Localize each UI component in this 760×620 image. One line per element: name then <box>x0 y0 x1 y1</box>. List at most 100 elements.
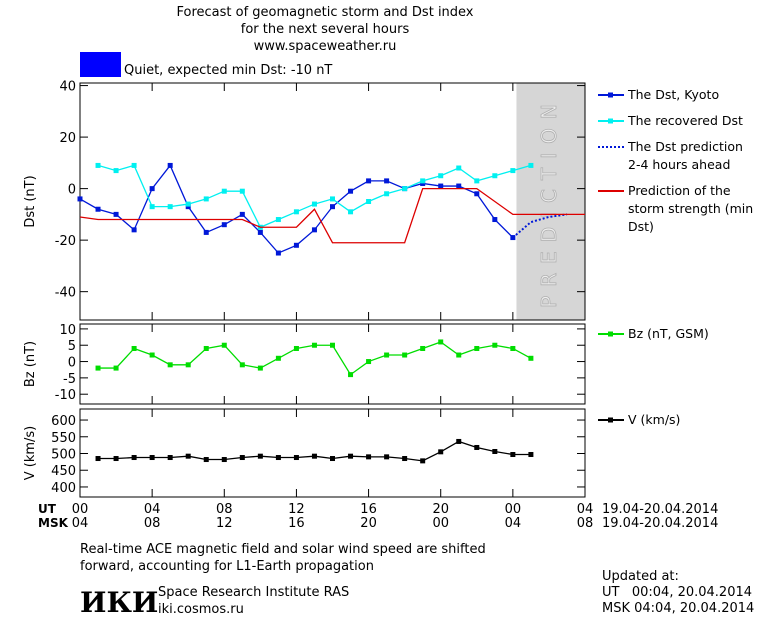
y-tick-label: 0 <box>68 183 76 198</box>
point <box>366 454 372 460</box>
point <box>311 453 317 459</box>
msk-tick-label: 12 <box>216 516 233 531</box>
point <box>348 209 354 215</box>
point <box>438 173 444 179</box>
y-tick-label: 20 <box>59 131 76 146</box>
point <box>384 352 390 358</box>
legend-label: Bz (nT, GSM) <box>628 326 709 341</box>
point <box>167 455 173 461</box>
msk-tick-label: 04 <box>505 516 522 531</box>
point <box>384 191 390 197</box>
msk-tick-label: 00 <box>432 516 449 531</box>
point <box>420 458 426 464</box>
y-tick-label: 5 <box>68 339 76 354</box>
point <box>384 454 390 460</box>
y-axis-title: Dst (nT) <box>23 175 38 227</box>
y-tick-label: -20 <box>55 234 76 249</box>
series-line <box>512 213 568 239</box>
point <box>149 352 155 358</box>
frame <box>79 323 586 405</box>
point <box>239 188 245 194</box>
msk-label: MSK <box>38 516 69 530</box>
legend-swatch <box>608 92 613 98</box>
point <box>330 456 335 462</box>
point <box>456 165 462 171</box>
x-tick-label: 04 <box>577 502 594 517</box>
point <box>275 355 281 361</box>
point <box>203 196 209 202</box>
point <box>474 191 480 197</box>
point <box>330 196 335 202</box>
point <box>311 342 317 348</box>
y-tick-label: 40 <box>59 80 76 95</box>
point <box>149 455 155 461</box>
point <box>275 455 281 461</box>
series-line <box>79 164 514 254</box>
series-line <box>79 187 585 244</box>
x-tick-label: 20 <box>432 502 449 517</box>
point <box>438 449 444 455</box>
y-tick-label: -10 <box>55 388 76 403</box>
point <box>95 456 101 462</box>
point <box>293 345 299 351</box>
point <box>185 204 191 210</box>
point <box>348 188 354 194</box>
point <box>167 204 173 210</box>
point <box>257 229 263 235</box>
point <box>113 168 119 174</box>
point <box>221 222 227 228</box>
point <box>438 339 444 345</box>
point <box>185 362 191 368</box>
point <box>131 227 137 233</box>
point <box>131 345 137 351</box>
point <box>257 453 263 459</box>
y-tick-label: 0 <box>68 356 76 371</box>
point <box>456 438 462 444</box>
point <box>221 342 227 348</box>
point <box>348 453 354 459</box>
legend-swatch <box>608 331 613 337</box>
x-tick-label: 00 <box>505 502 522 517</box>
point <box>474 345 480 351</box>
point <box>185 453 191 459</box>
point <box>510 168 516 174</box>
point <box>438 183 444 189</box>
point <box>95 365 101 371</box>
logo: ИКИ <box>80 586 158 619</box>
point <box>203 229 209 235</box>
point <box>113 365 119 371</box>
y-tick-label: 10 <box>59 323 76 338</box>
legend-label: The Dst prediction 2-4 hours ahead <box>628 139 743 172</box>
point <box>528 355 534 361</box>
point <box>474 178 480 184</box>
title: www.spaceweather.ru <box>254 39 397 54</box>
y-axis-title: V (km/s) <box>23 426 38 481</box>
point <box>275 217 281 223</box>
msk-tick-label: 08 <box>144 516 161 531</box>
legend-label: V (km/s) <box>628 412 681 427</box>
point <box>456 352 462 358</box>
point <box>402 456 408 462</box>
point <box>348 372 354 378</box>
legend-swatch <box>608 417 613 423</box>
y-tick-label: -40 <box>55 286 76 301</box>
point <box>293 455 299 461</box>
point <box>221 457 227 463</box>
point <box>113 211 119 217</box>
ut-dates: 19.04-20.04.2014 <box>602 502 718 517</box>
point <box>203 457 209 463</box>
x-tick-label: 00 <box>72 502 89 517</box>
point <box>492 217 498 223</box>
point <box>510 345 516 351</box>
legend-swatch <box>608 118 613 124</box>
point <box>492 173 498 179</box>
legend-label: The recovered Dst <box>628 113 743 128</box>
point <box>275 250 281 256</box>
point <box>293 242 299 248</box>
status-box <box>80 52 121 77</box>
point <box>311 201 317 207</box>
point <box>113 456 119 462</box>
y-tick-label: 600 <box>51 414 76 429</box>
